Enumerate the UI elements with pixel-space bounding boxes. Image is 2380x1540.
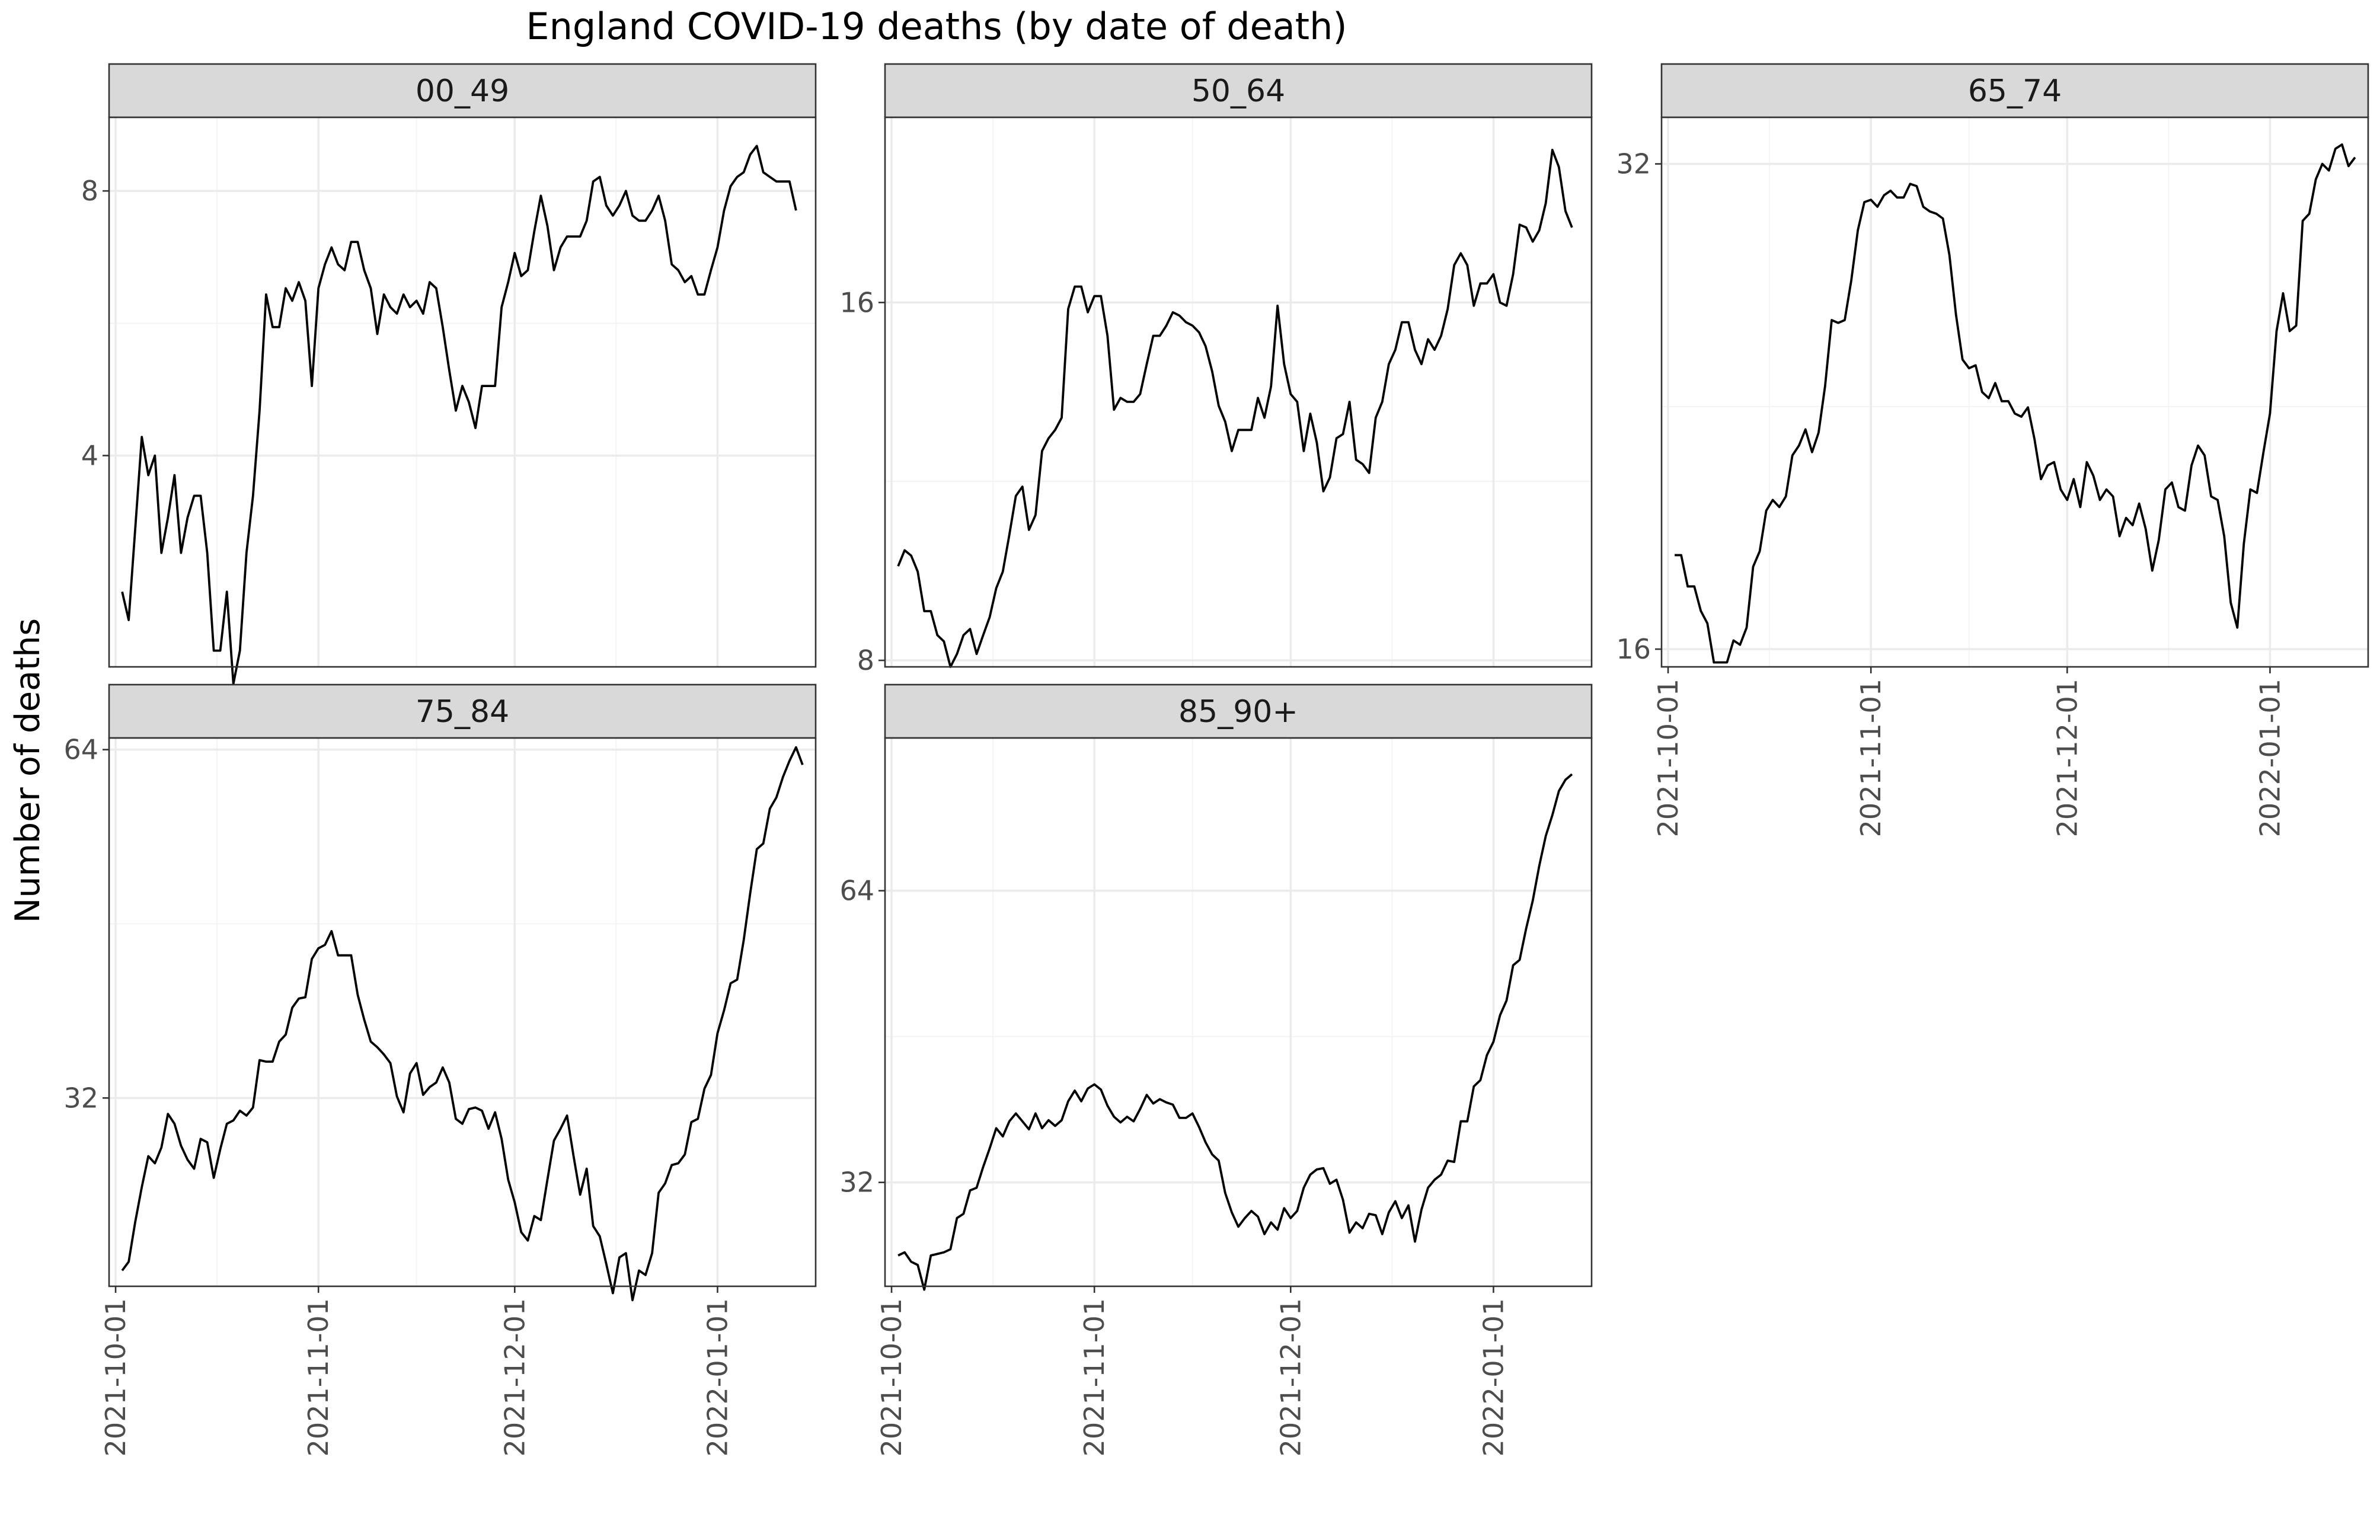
panel-50_64: 50_64 8 16: [839, 63, 1593, 676]
x-tick-label: 2021-11-01: [1078, 1298, 1110, 1456]
y-tick-label: 4: [81, 440, 98, 472]
x-tick-label: 2021-10-01: [876, 1298, 908, 1456]
panel-65_74: 65_74 16 32 2021-10-01 2021-11-01 2021-12-01 2…: [1616, 63, 2369, 837]
series-line-50_64: [897, 148, 1573, 668]
x-tick-label: 2021-11-01: [1855, 679, 1887, 837]
panel-background: [109, 738, 816, 1286]
panel-border: [1660, 116, 2369, 668]
panel-border: [108, 116, 817, 668]
y-tick-label: 8: [81, 175, 98, 207]
y-tick-label: 32: [1616, 148, 1651, 180]
series-line-00_49: [121, 145, 797, 685]
facet-strip: [108, 63, 817, 119]
y-axis-title: Number of deaths: [8, 618, 47, 924]
series-line-85_90+: [897, 773, 1573, 1291]
facet-strip-label: 85_90+: [1178, 694, 1298, 730]
y-tick-label: 32: [63, 1082, 98, 1114]
panel-00_49: 00_49 4 8: [81, 63, 817, 685]
series-line-75_84: [121, 746, 804, 1302]
x-tick-label: 2021-11-01: [302, 1298, 334, 1456]
panel-border: [108, 737, 817, 1287]
x-tick-label: 2022-01-01: [2254, 679, 2286, 837]
y-tick-label: 16: [1616, 633, 1651, 665]
x-tick-label: 2021-12-01: [2051, 679, 2083, 837]
x-tick-label: 2021-12-01: [499, 1298, 531, 1456]
x-tick-label: 2022-01-01: [1477, 1298, 1509, 1456]
y-tick-label: 16: [839, 286, 874, 318]
x-tick-label: 2021-10-01: [100, 1298, 132, 1456]
facet-strip-label: 75_84: [416, 694, 509, 730]
facet-strip: [884, 683, 1593, 739]
panel-border: [884, 737, 1593, 1287]
panel-background: [1662, 117, 2368, 667]
panel-75_84: 75_84 32 64 2021-10-01 2021-11-01 2021-12-01 2…: [63, 683, 817, 1456]
facet-panels: 00_49 4 8 50_64 8 16 65_74 16 32 2021-10-01 2021-1…: [63, 63, 2369, 1456]
panel-85_90+: 85_90+ 32 64 2021-10-01 2021-11-01 2021-12-01…: [839, 683, 1593, 1456]
y-tick-label: 8: [857, 644, 874, 676]
x-tick-label: 2021-10-01: [1652, 679, 1684, 837]
y-tick-label: 64: [839, 875, 874, 907]
series-line-65_74: [1675, 143, 2356, 664]
facet-strip-label: 00_49: [416, 74, 509, 109]
x-tick-label: 2022-01-01: [701, 1298, 733, 1456]
x-tick-label: 2021-12-01: [1274, 1298, 1306, 1456]
panel-background: [109, 117, 816, 667]
facet-strip: [1660, 63, 2369, 119]
panel-border: [884, 116, 1593, 668]
chart-title: England COVID-19 deaths (by date of deat…: [526, 5, 1347, 48]
y-tick-label: 64: [63, 734, 98, 766]
y-tick-label: 32: [839, 1167, 874, 1199]
panel-background: [885, 117, 1592, 667]
panel-background: [885, 738, 1592, 1286]
facet-strip-label: 65_74: [1968, 74, 2062, 109]
facet-strip-label: 50_64: [1191, 74, 1285, 109]
